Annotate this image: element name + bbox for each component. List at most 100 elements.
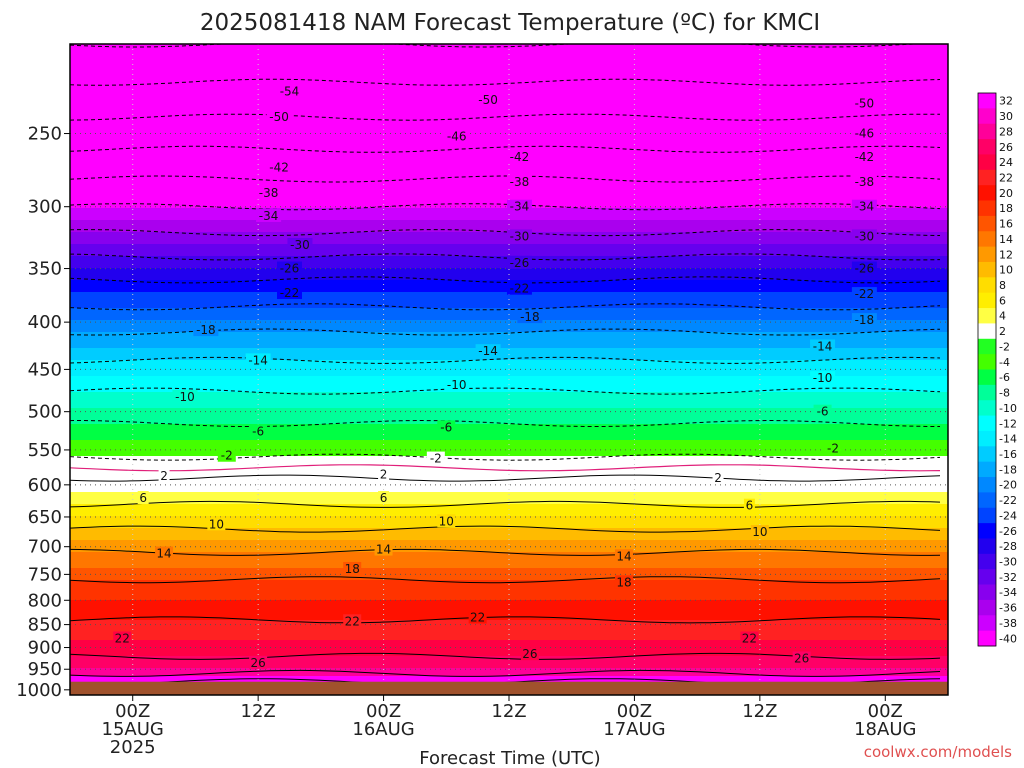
contour-label: 2 <box>160 469 168 483</box>
ground-fill <box>70 681 948 695</box>
contour-label: -22 <box>855 287 875 301</box>
contour-label-bg <box>172 389 198 403</box>
contour-label-bg <box>266 110 292 124</box>
colorbar-swatch <box>978 446 996 463</box>
contour-label-bg <box>506 174 532 188</box>
temperature-band <box>70 540 948 545</box>
contour-label-bg <box>343 614 362 628</box>
contour-label: -10 <box>447 378 467 392</box>
colorbar-swatch <box>978 615 996 632</box>
colorbar-swatch <box>978 507 996 524</box>
contour-label: 2 <box>714 471 722 485</box>
contour-label-bg <box>851 126 877 140</box>
x-tick-label: 12Z <box>742 701 777 722</box>
temperature-band <box>70 300 948 305</box>
temperature-band <box>70 416 948 421</box>
contour-label-bg <box>851 229 877 243</box>
x-tick-label: 2025 <box>110 737 156 758</box>
y-tick-label: 650 <box>28 507 62 528</box>
temperature-band <box>70 480 948 485</box>
colorbar-label: 2 <box>999 325 1006 338</box>
contour-label: 26 <box>251 656 266 670</box>
contour-label: 18 <box>616 575 631 589</box>
contour-label: 14 <box>616 549 631 563</box>
temperature-band <box>70 104 948 109</box>
contour-label: -14 <box>248 353 268 367</box>
colorbar-label: -18 <box>999 463 1017 476</box>
contour-label: -6 <box>440 420 452 434</box>
contour-label: -26 <box>510 256 530 270</box>
isotherm-line <box>70 669 941 677</box>
temperature-band <box>70 496 948 501</box>
contour-label: -42 <box>269 160 289 174</box>
contour-label: 18 <box>345 562 360 576</box>
contour-label-bg <box>506 229 532 243</box>
colorbar-label: -28 <box>999 540 1017 553</box>
contour-label-bg <box>158 469 170 483</box>
temperature-band <box>70 220 948 225</box>
temperature-band <box>70 344 948 349</box>
isotherm-line <box>70 328 941 336</box>
temperature-band <box>70 100 948 105</box>
contour-label-bg <box>378 467 390 481</box>
colorbar-swatch <box>978 354 996 370</box>
temperature-band <box>70 396 948 401</box>
contour-label-bg <box>743 498 755 512</box>
temperature-band <box>70 164 948 169</box>
colorbar-swatch <box>978 292 996 309</box>
temperature-band <box>70 308 948 313</box>
colorbar-label: 10 <box>999 264 1013 277</box>
x-tick-label: 00Z <box>617 701 652 722</box>
contour-label-bg <box>137 490 149 504</box>
contour-label: -10 <box>175 390 195 404</box>
colorbar-swatch <box>978 246 996 263</box>
temperature-band <box>70 140 948 145</box>
colorbar-label: -20 <box>999 479 1017 492</box>
colorbar-label: 12 <box>999 248 1013 261</box>
contour-label-bg <box>437 420 456 434</box>
contour-label: -6 <box>817 405 829 419</box>
temperature-band <box>70 244 948 249</box>
temperature-band <box>70 216 948 221</box>
isotherm-line <box>70 113 941 121</box>
temperature-band <box>70 96 948 101</box>
contour-label-bg <box>824 441 843 455</box>
contour-label: -26 <box>855 262 875 276</box>
credit-text: coolwx.com/models <box>864 743 1012 761</box>
contour-label: -18 <box>196 323 216 337</box>
temperature-band <box>70 356 948 361</box>
contour-label-bg <box>614 575 633 589</box>
temperature-band <box>70 504 948 509</box>
contour-label: -46 <box>855 127 875 141</box>
temperature-band <box>70 444 948 449</box>
colorbar-swatch <box>978 553 996 570</box>
isotherm-line <box>70 303 941 311</box>
temperature-band <box>70 224 948 229</box>
contour-label: 14 <box>376 543 391 557</box>
colorbar-swatch <box>978 154 996 171</box>
temperature-band <box>70 88 948 93</box>
x-tick-label: 00Z <box>868 701 903 722</box>
contour-label: -34 <box>510 200 530 214</box>
y-tick-label: 500 <box>28 402 62 423</box>
colorbar-swatch <box>978 108 996 125</box>
isotherm-line <box>70 203 941 211</box>
isotherm-line <box>70 453 941 461</box>
isotherm-line <box>70 474 941 482</box>
temperature-band <box>70 576 948 581</box>
contour-label: 10 <box>209 517 224 531</box>
temperature-band <box>70 560 948 565</box>
contour-label-bg <box>343 561 362 575</box>
temperature-band <box>70 168 948 173</box>
colorbar-swatch <box>978 400 996 416</box>
temperature-band <box>70 600 948 605</box>
colorbar-label: 4 <box>999 310 1006 323</box>
contour-label-bg <box>287 237 313 251</box>
temperature-band <box>70 620 948 625</box>
contour-label-bg <box>506 255 532 269</box>
contour-label-bg <box>506 199 532 213</box>
x-tick-label: 00Z <box>366 701 401 722</box>
contour-label-bg <box>520 647 539 661</box>
temperature-band <box>70 188 948 193</box>
